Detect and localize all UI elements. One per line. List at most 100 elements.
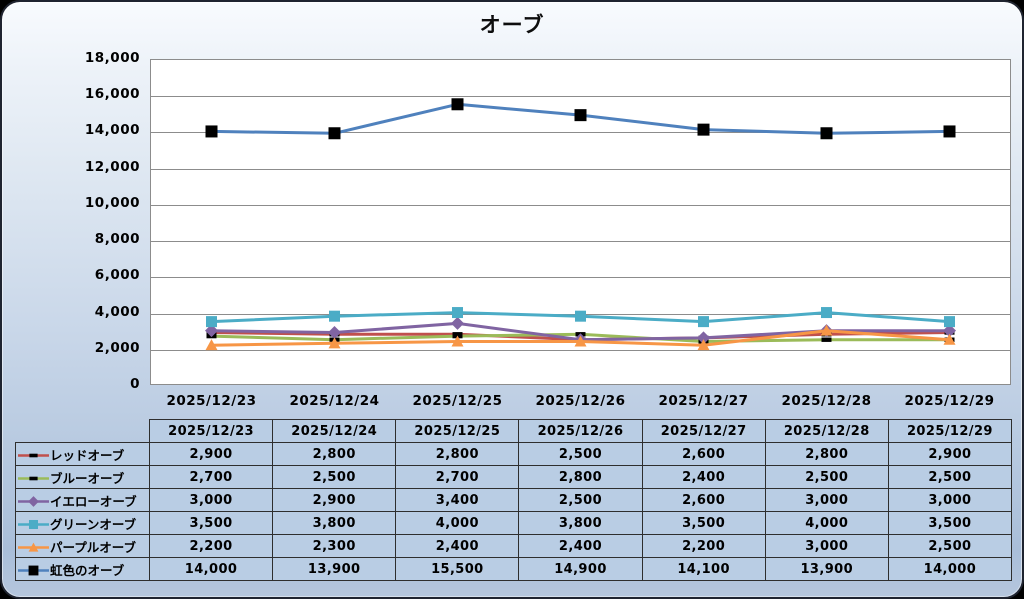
diamond-marker [205,324,218,338]
square-marker [329,310,340,322]
table-value-cell: 3,000 [764,488,889,512]
table-row: パープルオーブ 2,200 2,300 2,400 2,400 2,200 3,000 2,5… [15,534,1013,558]
square-marker [821,307,832,319]
table-value-cell: 14,900 [518,557,643,581]
legend-cell: グリーンオーブ [15,511,150,535]
table-value-cell: 3,000 [764,534,889,558]
table-value-cell: 2,500 [518,488,643,512]
triangle-marker [451,335,464,347]
square-marker [28,565,39,575]
series-name-label: パープルオーブ [50,539,137,555]
legend-cell: ブルーオーブ [15,465,150,489]
legend-marker-icon [18,542,49,552]
plot-area [150,59,1011,385]
table-row: レッドオーブ 2,900 2,800 2,800 2,500 2,600 2,800 2,90… [15,442,1013,466]
table-value-cell: 3,000 [148,488,274,512]
table-value-cell: 2,700 [395,465,520,489]
series-name-label: 虹色のオーブ [50,562,125,578]
table-header-cell: 2025/12/24 [272,419,397,443]
table-value-cell: 3,500 [148,511,274,535]
gridline [151,132,1010,134]
x-tick-label: 2025/12/28 [781,393,872,409]
table-value-cell: 2,300 [272,534,397,558]
diamond-marker [697,331,710,345]
series-name-label: イエローオーブ [50,493,137,509]
table-header-cell: 2025/12/25 [395,419,520,443]
table-value-cell: 2,400 [395,534,520,558]
gridline [151,168,1010,170]
y-tick-label: 12,000 [84,158,140,175]
table-value-cell: 2,400 [518,534,643,558]
table-value-cell: 2,500 [764,465,889,489]
table-value-cell: 2,800 [764,442,889,466]
table-value-cell: 14,000 [148,557,274,581]
gridline [151,349,1010,351]
legend-marker-icon [18,453,49,457]
table-value-cell: 4,000 [764,511,889,535]
x-tick-label: 2025/12/24 [289,393,380,409]
y-tick-label: 8,000 [94,231,140,248]
legend-cell: パープルオーブ [15,534,150,558]
triangle-marker [943,333,956,345]
table-value-cell: 2,900 [272,488,397,512]
legend-cell: イエローオーブ [15,488,150,512]
series-name-label: レッドオーブ [50,447,125,463]
table-value-cell: 3,800 [518,511,643,535]
table-value-cell: 3,000 [887,488,1013,512]
square-marker [820,127,833,140]
table-value-cell: 2,800 [518,465,643,489]
table-value-cell: 2,500 [887,465,1013,489]
series-name-label: ブルーオーブ [50,470,125,486]
table-value-cell: 4,000 [395,511,520,535]
table-header-cell: 2025/12/29 [887,419,1013,443]
table-value-cell: 2,500 [272,465,397,489]
table-value-cell: 3,500 [887,511,1013,535]
table-value-cell: 2,600 [641,488,766,512]
table-row: イエローオーブ 3,000 2,900 3,400 2,500 2,600 3,000 3,0… [15,488,1013,512]
series-plot-svg [205,98,956,351]
square-marker [452,307,463,319]
y-tick-label: 16,000 [84,86,140,103]
table-value-cell: 13,900 [764,557,889,581]
triangle-marker [328,337,341,349]
table-value-cell: 15,500 [395,557,520,581]
table-row: ブルーオーブ 2,700 2,500 2,700 2,800 2,400 2,500 2,50… [15,465,1013,489]
data-table: 2025/12/23 2025/12/24 2025/12/25 2025/12/26… [15,419,1013,581]
table-row: 虹色のオーブ 14,000 13,900 15,500 14,900 14,100 13,9… [15,557,1013,581]
diamond-marker [28,495,39,507]
table-value-cell: 2,900 [148,442,274,466]
legend-marker-icon [18,565,49,575]
legend-marker-icon [18,519,49,529]
diamond-marker [451,316,464,330]
square-marker [206,316,217,328]
table-value-cell: 2,200 [148,534,274,558]
table-corner-cell [16,420,150,443]
table-value-cell: 13,900 [272,557,397,581]
y-tick-label: 6,000 [94,267,140,284]
triangle-marker [697,339,710,351]
gridline [151,204,1010,206]
y-tick-label: 0 [130,376,140,392]
legend-cell: 虹色のオーブ [15,557,150,581]
square-marker [28,519,39,529]
square-marker [328,127,341,140]
table-value-cell: 2,800 [395,442,520,466]
diamond-marker [328,325,341,339]
series-name-label: グリーンオーブ [50,516,137,532]
table-header-row: 2025/12/23 2025/12/24 2025/12/25 2025/12/26… [16,419,1013,443]
table-value-cell: 2,500 [887,534,1013,558]
table-value-cell: 3,500 [641,511,766,535]
dash-marker [29,476,38,480]
table-value-cell: 2,600 [641,442,766,466]
dash-marker [29,453,38,457]
square-marker [205,125,218,138]
legend-cell: レッドオーブ [15,442,150,466]
triangle-marker [205,339,218,351]
table-value-cell: 3,800 [272,511,397,535]
y-tick-label: 2,000 [94,339,140,356]
x-tick-label: 2025/12/29 [904,393,995,409]
gridline [151,277,1010,279]
triangle-marker [28,542,39,552]
table-value-cell: 14,000 [887,557,1013,581]
